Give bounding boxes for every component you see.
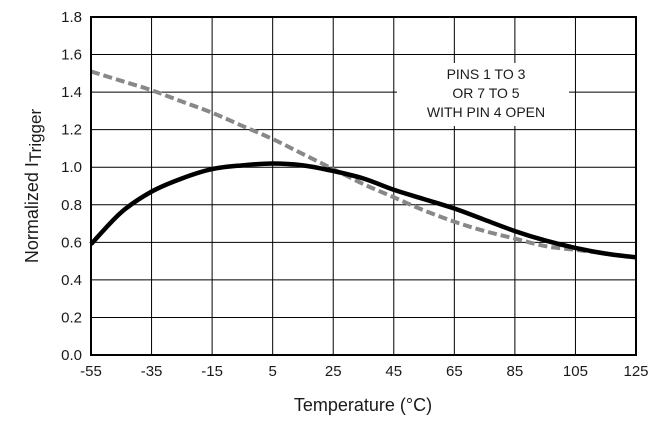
x-tick-label: -35	[141, 363, 163, 380]
y-tick-label: 1.4	[61, 84, 82, 101]
y-tick-label: 1.8	[61, 9, 82, 26]
y-tick-label: 0.0	[61, 347, 82, 364]
series-line-dashed	[90, 69, 637, 260]
x-tick-label: -15	[201, 363, 223, 380]
y-axis-title-subscript: Trigger	[26, 109, 45, 163]
series-line-solid	[89, 161, 637, 260]
y-axis-title-main: Normalized I	[22, 162, 42, 263]
y-tick-label: 1.0	[61, 159, 82, 176]
annotation-line-2: OR 7 TO 5	[452, 85, 519, 101]
x-tick-label: 105	[563, 363, 588, 380]
x-axis-title: Temperature (°C)	[294, 395, 432, 415]
x-tick-labels: -55 -35 -15 5 25 45 65 85 105 125	[80, 363, 648, 380]
x-tick-label: 45	[385, 363, 402, 380]
annotation-bg	[397, 63, 569, 126]
y-tick-label: 0.6	[61, 234, 82, 251]
y-tick-label: 1.6	[61, 47, 82, 64]
y-tick-label: 0.4	[61, 272, 82, 289]
x-tick-label: 85	[507, 363, 524, 380]
plot-frame	[90, 16, 637, 356]
annotation-line-1: PINS 1 TO 3	[447, 66, 526, 82]
y-tick-label: 0.2	[61, 309, 82, 326]
annotation-line-3: WITH PIN 4 OPEN	[427, 104, 545, 120]
series-layer	[89, 69, 637, 260]
annotation-box: PINS 1 TO 3 OR 7 TO 5 WITH PIN 4 OPEN	[397, 63, 569, 126]
y-tick-label: 1.2	[61, 122, 82, 139]
x-tick-label: 25	[325, 363, 342, 380]
x-tick-label: 125	[623, 363, 648, 380]
x-tick-label: -55	[80, 363, 102, 380]
x-tick-label: 65	[446, 363, 463, 380]
y-axis-title: Normalized ITrigger	[22, 109, 45, 264]
x-tick-label: 5	[268, 363, 276, 380]
y-tick-labels: 0.0 0.2 0.4 0.6 0.8 1.0 1.2 1.4 1.6 1.8	[61, 9, 82, 364]
y-tick-label: 0.8	[61, 197, 82, 214]
